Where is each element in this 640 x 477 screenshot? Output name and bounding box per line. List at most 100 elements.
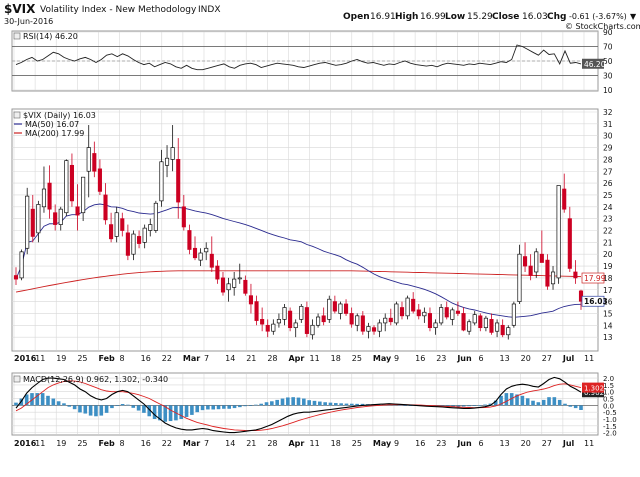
macd-hist-bar — [472, 405, 477, 406]
candle — [422, 307, 427, 323]
candle-body — [573, 271, 578, 279]
candle-body — [523, 256, 528, 267]
macd-hist-bar — [541, 399, 546, 406]
price-tick-label: 16 — [603, 298, 613, 307]
candle-body — [293, 322, 298, 329]
x-tick-label: May — [373, 439, 392, 448]
x-tick-label: Jul — [562, 439, 575, 448]
candle-body — [226, 283, 231, 291]
candle-body — [478, 315, 483, 329]
macd-hist-bar — [35, 393, 40, 406]
macd-tick-label: 1.5 — [603, 382, 614, 390]
candle-body — [299, 305, 304, 320]
candle — [53, 204, 58, 231]
macd-hist-bar — [190, 405, 194, 415]
candle — [539, 230, 544, 263]
macd-hist-bar — [179, 405, 184, 419]
macd-hist-bar — [483, 404, 487, 406]
macd-hist-bar — [312, 400, 317, 406]
macd-hist-bar — [142, 405, 146, 413]
candle — [573, 260, 578, 284]
candle-body — [528, 265, 533, 276]
candle-body — [64, 160, 69, 214]
macd-hist-bar — [30, 393, 34, 406]
macd-hist-bar — [195, 405, 200, 413]
macd-hist-bar — [403, 405, 407, 406]
candle — [176, 138, 181, 219]
candle — [204, 242, 209, 261]
macd-hist-bar — [525, 398, 530, 406]
candle-body — [220, 277, 226, 293]
x-tick-label: 16 — [141, 354, 151, 363]
candle-body — [489, 319, 494, 333]
macd-hist-bar — [307, 400, 311, 406]
candle-body — [567, 218, 572, 269]
candle — [271, 319, 276, 335]
candle-body — [338, 303, 343, 314]
candle-body — [41, 188, 47, 208]
candle — [260, 307, 265, 332]
candle — [567, 206, 572, 272]
candle-body — [36, 204, 41, 234]
macd-hist-bar — [520, 395, 525, 406]
candle — [248, 283, 254, 314]
candle-body — [310, 324, 315, 336]
candle-body — [388, 317, 393, 323]
candle-body — [25, 195, 30, 249]
macd-hist-bar — [509, 393, 514, 406]
macd-hist-bar — [334, 403, 338, 406]
candle — [125, 224, 130, 261]
macd-hist-bar — [184, 405, 189, 417]
macd-hist-bar — [40, 393, 45, 406]
x-tick-label: Feb — [98, 439, 115, 448]
ticker-symbol: $VIX — [4, 2, 36, 16]
candle — [349, 307, 354, 328]
candle-body — [427, 313, 433, 329]
candle-body — [69, 164, 74, 202]
candle — [92, 141, 97, 178]
candle — [427, 307, 433, 332]
x-tick-label: 28 — [267, 354, 277, 363]
candle — [142, 224, 147, 249]
candle-body — [399, 307, 405, 317]
price-tick-label: 21 — [603, 238, 613, 247]
candle — [86, 125, 91, 198]
candle — [388, 308, 393, 326]
candle — [523, 242, 528, 272]
macd-hist-bar — [547, 397, 551, 406]
candle-body — [461, 313, 466, 331]
rsi-legend-text: RSI(14) 46.20 — [23, 32, 78, 41]
candle-body — [506, 327, 511, 336]
macd-hist-bar — [573, 405, 578, 409]
candle — [254, 295, 259, 326]
x-tick-label: 13 — [500, 439, 510, 448]
chart-date: 30-Jun-2016 — [4, 17, 53, 26]
candle-body — [321, 315, 326, 323]
candle — [562, 173, 567, 213]
price-tick-label: 32 — [603, 108, 613, 117]
x-tick-label: 11 — [584, 354, 594, 363]
macd-hist-bar — [104, 405, 109, 413]
x-tick-label: 16 — [141, 439, 151, 448]
candle — [109, 212, 114, 243]
candle-body — [181, 206, 186, 228]
macd-hist-bar — [275, 399, 279, 406]
ticker-name: Volatility Index - New Methodology — [40, 5, 197, 15]
price-tick-label: 19 — [603, 262, 613, 271]
candle-body — [271, 323, 276, 332]
candle — [75, 184, 80, 231]
rsi-layer — [12, 44, 598, 76]
candle-body — [254, 301, 259, 321]
candle — [461, 307, 466, 332]
macd-hist-bar — [296, 397, 301, 406]
price-value-label-text: 16.03 — [584, 297, 608, 306]
candle — [383, 313, 388, 332]
price-tick-label: 26 — [603, 179, 613, 188]
macd-hist-bar — [552, 397, 557, 406]
candle — [455, 301, 460, 316]
candle — [528, 254, 533, 281]
macd-hist-bar — [14, 402, 18, 406]
x-tick-label: 18 — [331, 354, 341, 363]
candle-body — [237, 277, 242, 280]
rsi-tick-label: 90 — [603, 28, 613, 37]
